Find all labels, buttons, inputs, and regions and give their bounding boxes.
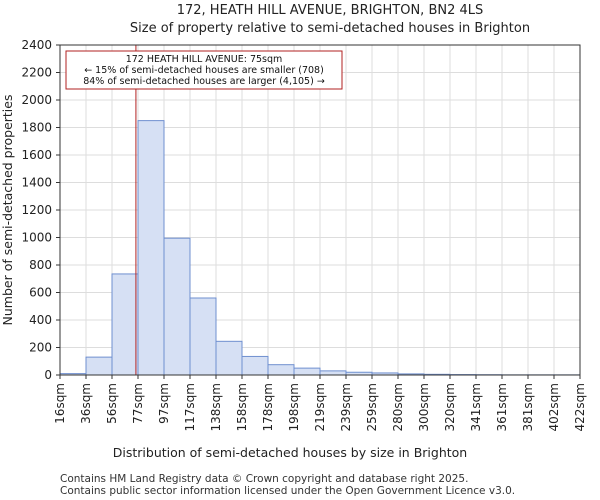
bar-178sqm — [267, 364, 295, 376]
x-tick-label: 259sqm — [365, 383, 379, 431]
bar-77sqm — [137, 120, 165, 376]
x-tick-label: 402sqm — [547, 383, 561, 431]
y-tick-label: 800 — [29, 258, 52, 272]
bar-56sqm — [111, 273, 139, 376]
bar-219sqm — [319, 370, 347, 376]
y-tick-label: 600 — [29, 286, 52, 300]
y-tick-label: 1600 — [21, 148, 52, 162]
y-tick-label: 400 — [29, 313, 52, 327]
bar-198sqm — [293, 367, 321, 376]
x-tick-label: 422sqm — [573, 383, 587, 431]
annotation-line-1: 172 HEATH HILL AVENUE: 75sqm — [126, 54, 283, 65]
x-tick-label: 97sqm — [157, 383, 171, 424]
bar-117sqm — [189, 297, 217, 376]
x-tick-label: 239sqm — [339, 383, 353, 431]
y-tick-label: 1200 — [21, 203, 52, 217]
x-tick-label: 16sqm — [53, 383, 67, 424]
x-tick-label: 320sqm — [443, 383, 457, 431]
chart-subtitle: Size of property relative to semi-detach… — [130, 21, 530, 36]
annotation-frame — [65, 50, 343, 90]
x-tick-label: 36sqm — [79, 383, 93, 424]
y-tick-label: 1400 — [21, 176, 52, 190]
bar-138sqm — [215, 340, 243, 376]
annotation-line-3: 84% of semi-detached houses are larger (… — [83, 76, 325, 87]
y-tick-label: 200 — [29, 341, 52, 355]
x-tick-label: 341sqm — [469, 383, 483, 431]
x-tick-label: 280sqm — [391, 383, 405, 431]
footer-line-1: Contains HM Land Registry data © Crown c… — [60, 473, 468, 485]
y-tick-label: 0 — [44, 368, 52, 382]
bar-36sqm — [85, 356, 113, 376]
x-tick-label: 361sqm — [495, 383, 509, 431]
y-axis-label: Number of semi-detached properties — [0, 95, 15, 326]
chart-title: 172, HEATH HILL AVENUE, BRIGHTON, BN2 4L… — [177, 3, 484, 18]
x-tick-label: 158sqm — [235, 383, 249, 431]
y-tick-label: 1800 — [21, 121, 52, 135]
x-tick-label: 138sqm — [209, 383, 223, 431]
bar-97sqm — [163, 237, 191, 376]
x-tick-label: 219sqm — [313, 383, 327, 431]
x-tick-label: 198sqm — [287, 383, 301, 431]
annotation-box: 172 HEATH HILL AVENUE: 75sqm ← 15% of se… — [65, 50, 343, 90]
x-axis-label: Distribution of semi-detached houses by … — [113, 445, 467, 460]
y-tick-label: 2200 — [21, 66, 52, 80]
annotation-line-2: ← 15% of semi-detached houses are smalle… — [84, 65, 324, 76]
bars — [59, 120, 581, 376]
y-tick-label: 2400 — [21, 38, 52, 52]
x-tick-label: 117sqm — [183, 383, 197, 431]
x-tick-label: 381sqm — [521, 383, 535, 431]
x-tick-label: 300sqm — [417, 383, 431, 431]
y-tick-label: 1000 — [21, 231, 52, 245]
x-axis-ticks: 16sqm 36sqm 56sqm 77sqm 97sqm 117sqm 138sqm 158… — [53, 375, 587, 431]
x-tick-label: 77sqm — [131, 383, 145, 424]
y-axis-ticks: 0 200 400 600 800 1000 1200 1400 1600 1800 2000 220… — [21, 38, 60, 382]
x-tick-label: 56sqm — [105, 383, 119, 424]
y-tick-label: 2000 — [21, 93, 52, 107]
footer-line-2: Contains public sector information licen… — [60, 485, 515, 497]
x-tick-label: 178sqm — [261, 383, 275, 431]
bar-158sqm — [241, 355, 269, 376]
